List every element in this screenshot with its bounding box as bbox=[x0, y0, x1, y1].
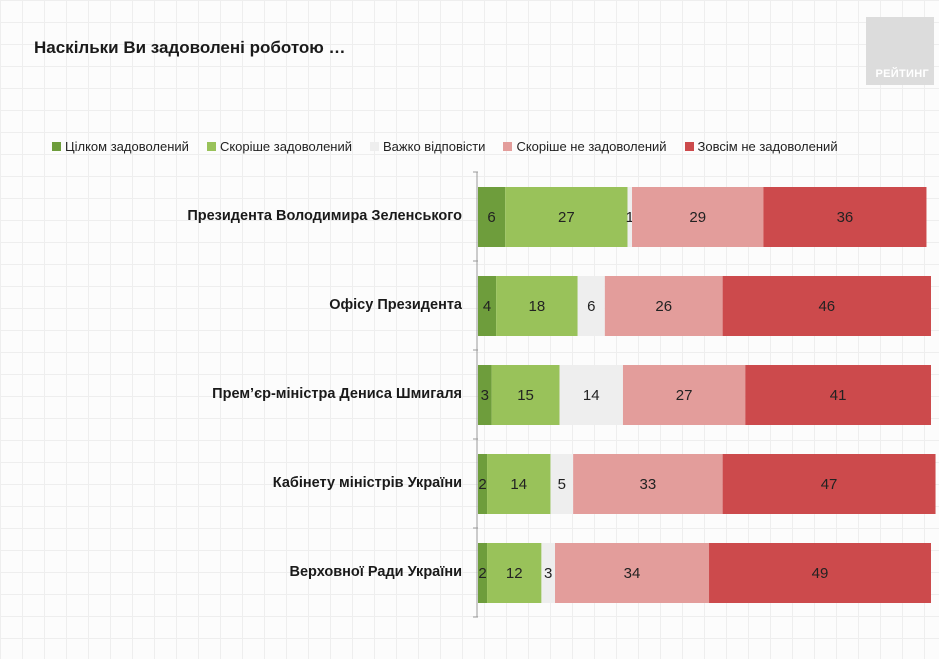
bar-value-label: 27 bbox=[676, 387, 693, 404]
bar-segment bbox=[745, 365, 931, 425]
bar-segment bbox=[763, 187, 927, 247]
bar-segment bbox=[627, 187, 633, 247]
bar-value-label: 12 bbox=[506, 565, 523, 582]
bar-value-label: 47 bbox=[821, 476, 838, 493]
bar-segment bbox=[487, 454, 551, 514]
bar-segment bbox=[478, 543, 488, 603]
legend-swatch bbox=[52, 141, 61, 151]
legend-item: Зовсім не задоволений bbox=[684, 138, 838, 154]
bar-segment bbox=[478, 365, 492, 425]
chart-bars: 6 27 1 29 36 4 18 6 26 46 3 15 14 27 41 2 14 5 33 47 2 12 3 34 4… bbox=[478, 187, 936, 603]
bar-value-label: 6 bbox=[487, 209, 495, 226]
bar-segment bbox=[632, 187, 764, 247]
bar-value-label: 41 bbox=[830, 387, 847, 404]
bar-value-label: 3 bbox=[481, 387, 489, 404]
bar-segment bbox=[491, 365, 560, 425]
category-axis-ticks bbox=[473, 171, 478, 618]
bar-value-label: 33 bbox=[640, 476, 657, 493]
legend-swatch bbox=[370, 141, 380, 151]
bar-value-label: 5 bbox=[558, 476, 566, 493]
page-title: Наскільки Ви задоволені роботою … bbox=[34, 38, 346, 57]
legend-item: Скоріше не задоволений bbox=[503, 138, 667, 154]
bar-value-label: 29 bbox=[689, 209, 706, 226]
bar-segment bbox=[478, 187, 506, 247]
bar-segment bbox=[559, 365, 623, 425]
legend-label: Цілком задоволений bbox=[65, 138, 189, 154]
category-label: Офісу Президента bbox=[329, 297, 462, 313]
bar-value-label: 3 bbox=[544, 565, 552, 582]
bar-value-label: 2 bbox=[478, 565, 486, 582]
bar-value-label: 15 bbox=[517, 387, 534, 404]
bar-segment bbox=[709, 543, 931, 603]
bar-value-label: 14 bbox=[583, 387, 600, 404]
bar-segment bbox=[577, 276, 605, 336]
bar-segment bbox=[505, 187, 628, 247]
category-label: Кабінету міністрів України bbox=[272, 475, 462, 491]
bar-segment bbox=[550, 454, 574, 514]
legend-label: Зовсім не задоволений bbox=[697, 138, 838, 154]
bar-segment bbox=[604, 276, 723, 336]
category-label: Президента Володимира Зеленського bbox=[187, 208, 462, 224]
brand-logo-text: РЕЙТИНГ bbox=[875, 68, 929, 80]
bar-value-label: 27 bbox=[558, 209, 575, 226]
legend-label: Скоріше задоволений bbox=[219, 138, 353, 154]
legend-swatch bbox=[206, 141, 216, 151]
legend-label: Важко відповісти bbox=[383, 138, 486, 154]
bar-value-label: 26 bbox=[655, 298, 672, 315]
bar-value-label: 18 bbox=[529, 298, 546, 315]
bar-segment bbox=[622, 365, 746, 425]
legend-swatch bbox=[684, 141, 694, 151]
category-label: Прем’єр-міністра Дениса Шмигаля bbox=[212, 386, 462, 402]
bar-segment bbox=[478, 276, 497, 336]
bar-segment bbox=[573, 454, 723, 514]
bar-segment bbox=[722, 276, 931, 336]
bar-segment bbox=[555, 543, 710, 603]
chart-legend: Цілком задоволений Скоріше задоволений Важ… bbox=[52, 137, 856, 155]
bar-value-label: 6 bbox=[587, 298, 595, 315]
bar-value-label: 46 bbox=[818, 298, 835, 315]
category-label: Верховної Ради України bbox=[289, 564, 463, 580]
bar-value-label: 49 bbox=[812, 565, 829, 582]
bar-value-label: 4 bbox=[483, 298, 491, 315]
brand-logo: РЕЙТИНГ bbox=[866, 17, 934, 85]
legend-item: Скоріше задоволений bbox=[206, 138, 353, 154]
bar-value-label: 2 bbox=[478, 476, 486, 493]
bar-segment bbox=[487, 543, 542, 603]
legend-label: Скоріше не задоволений bbox=[516, 138, 667, 154]
bar-value-label: 36 bbox=[837, 209, 854, 226]
legend-item: Цілком задоволений bbox=[52, 139, 189, 154]
bar-segment bbox=[478, 454, 488, 514]
bar-segment bbox=[541, 543, 556, 603]
bar-value-label: 34 bbox=[624, 565, 641, 582]
legend-swatch bbox=[503, 141, 513, 151]
bar-segment bbox=[496, 276, 578, 336]
bar-value-label: 1 bbox=[626, 209, 634, 226]
legend-item: Важко відповісти bbox=[370, 139, 485, 154]
bar-segment bbox=[722, 454, 936, 514]
bar-value-label: 14 bbox=[510, 476, 527, 493]
